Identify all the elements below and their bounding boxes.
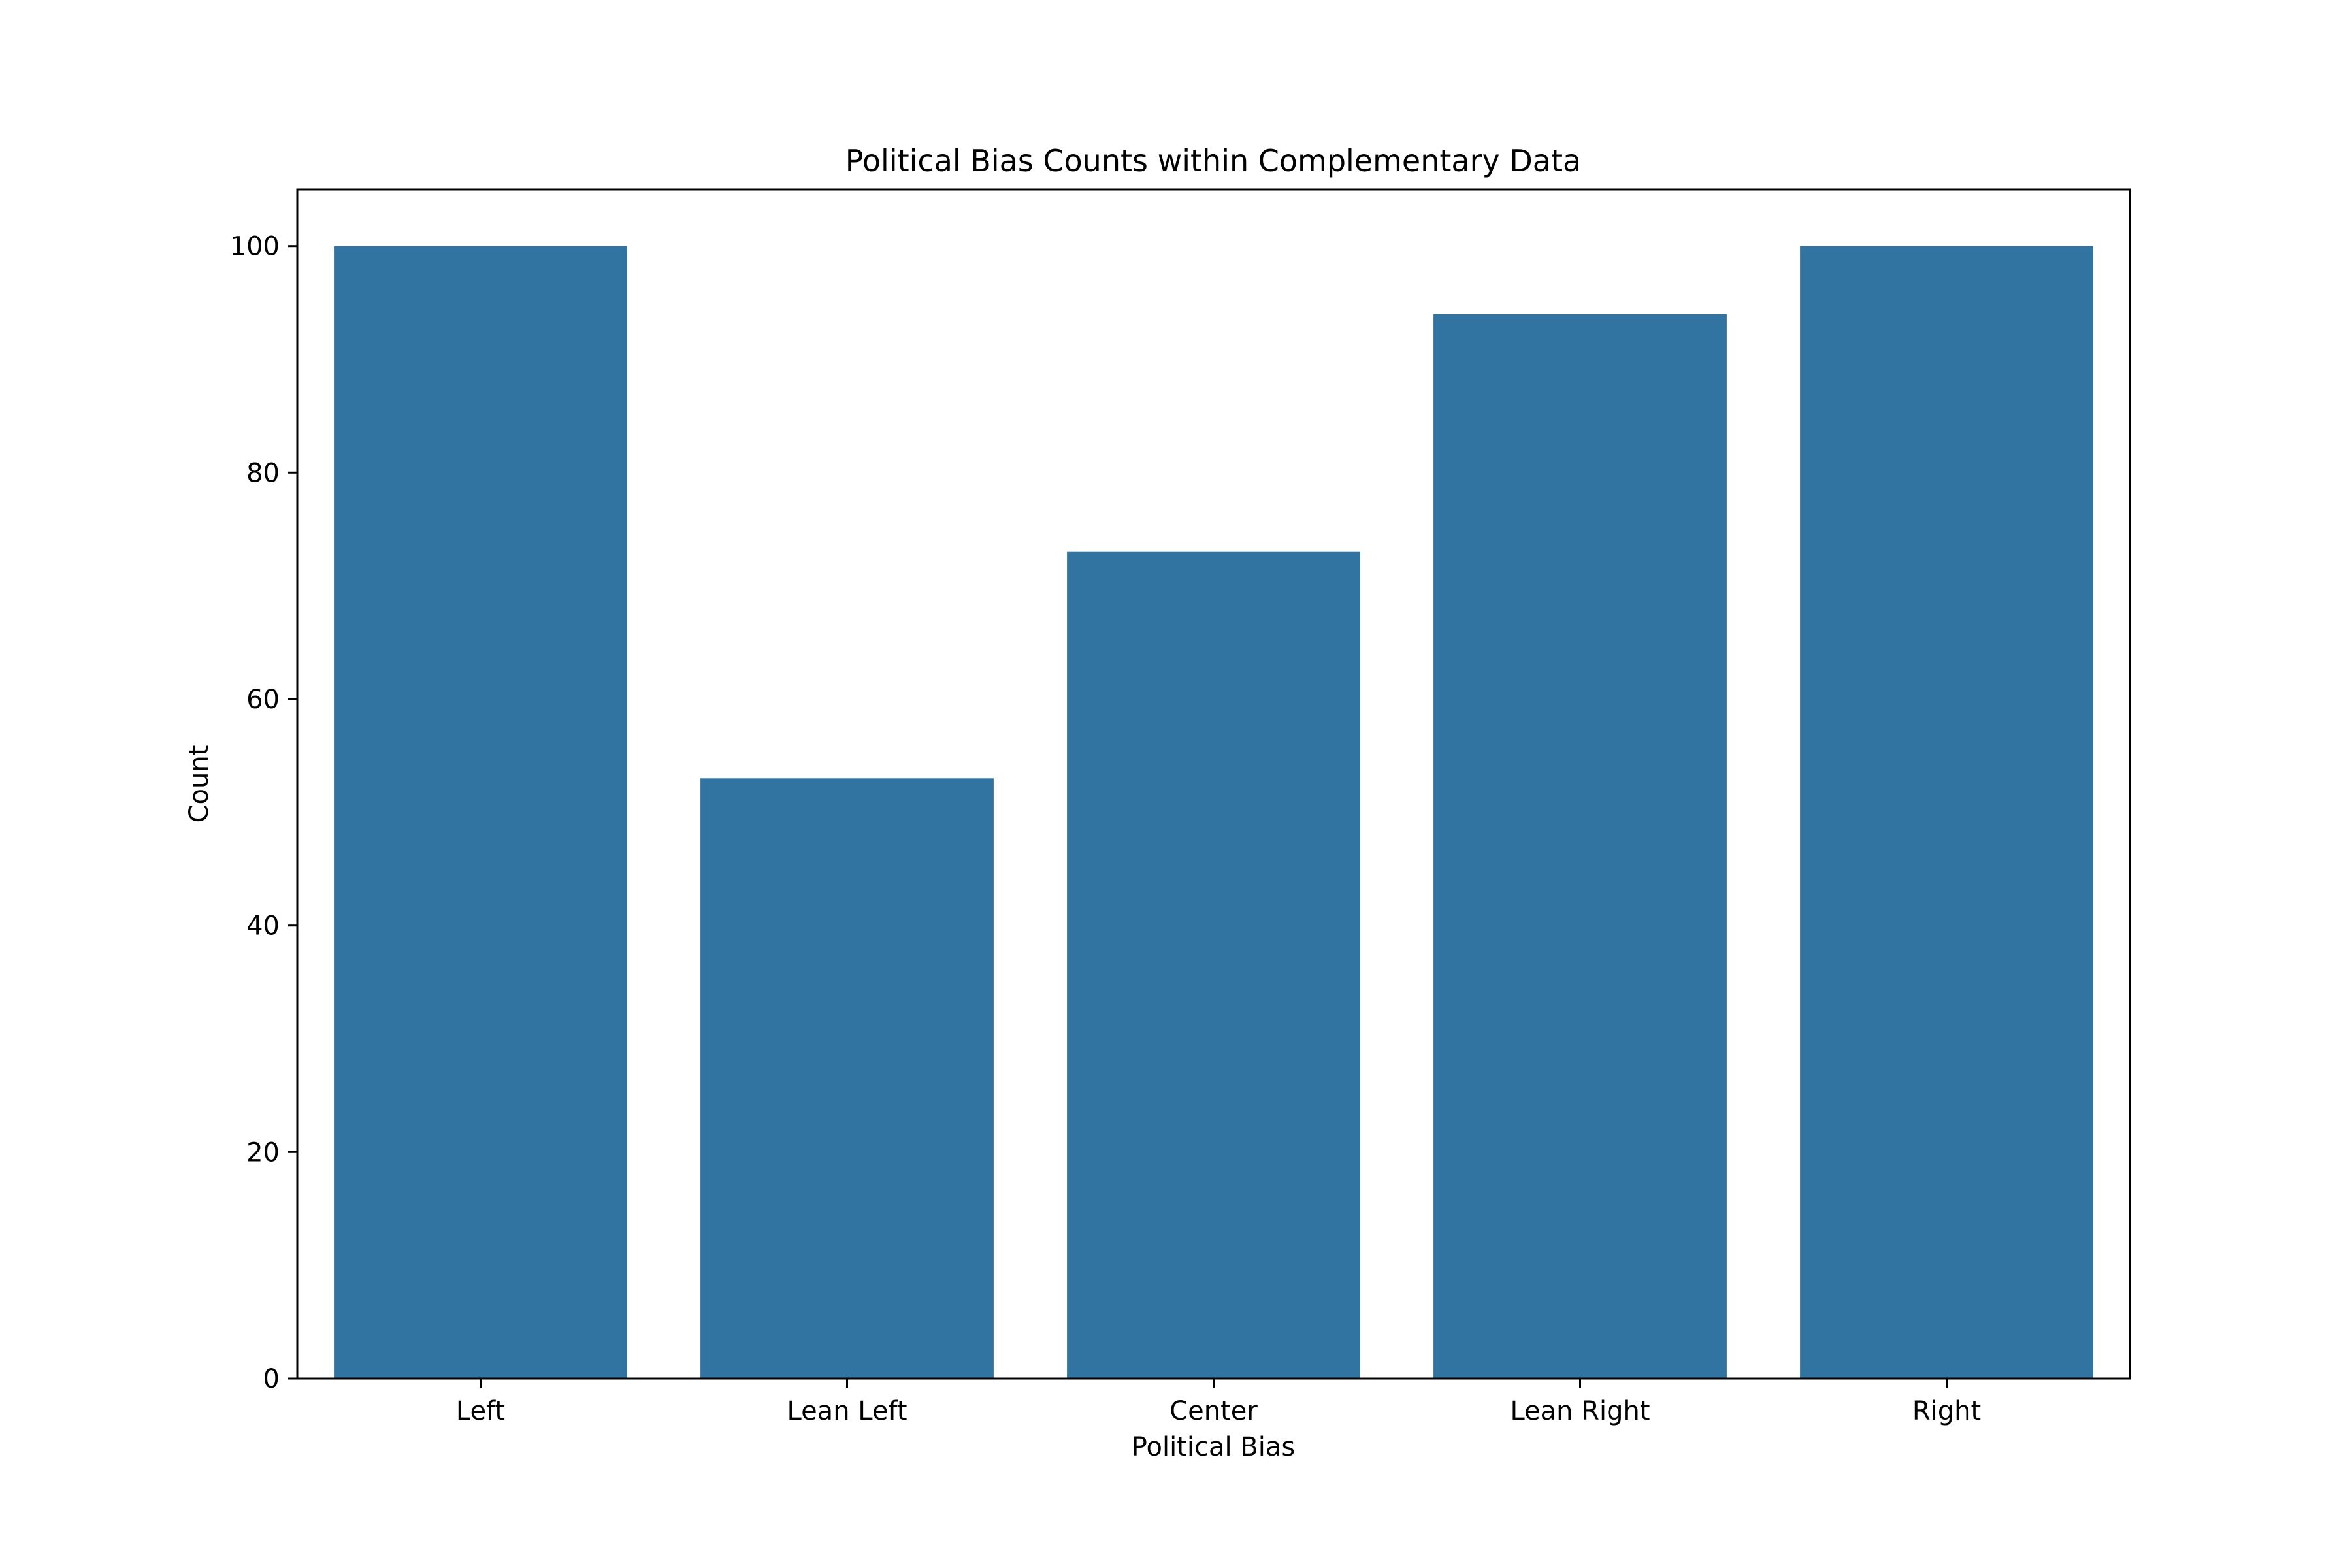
y-tick-label: 0	[263, 1364, 280, 1394]
x-tick-label: Left	[456, 1396, 505, 1426]
bar-left	[334, 246, 627, 1379]
x-axis-label: Political Bias	[1132, 1432, 1295, 1462]
bar-right	[1800, 246, 2093, 1379]
y-tick-label: 40	[246, 911, 280, 941]
y-axis-label: Count	[184, 745, 214, 823]
x-tick-label: Lean Right	[1510, 1396, 1650, 1426]
bar-lean-left	[700, 778, 994, 1379]
bar-center	[1067, 551, 1360, 1379]
x-tick-label: Right	[1912, 1396, 1981, 1426]
y-tick-label: 60	[246, 685, 280, 715]
x-tick-label: Lean Left	[787, 1396, 907, 1426]
bars-layer	[334, 246, 2093, 1379]
y-tick-label: 20	[246, 1137, 280, 1168]
x-tick-label: Center	[1169, 1396, 1258, 1426]
chart-title: Political Bias Counts within Complementa…	[845, 143, 1581, 178]
ticks-layer: Left Lean Left Center Lean Right Right 0 20 40 6…	[230, 232, 1982, 1426]
y-tick-label: 100	[230, 232, 280, 262]
bar-lean-right	[1433, 314, 1727, 1379]
y-tick-label: 80	[246, 458, 280, 488]
